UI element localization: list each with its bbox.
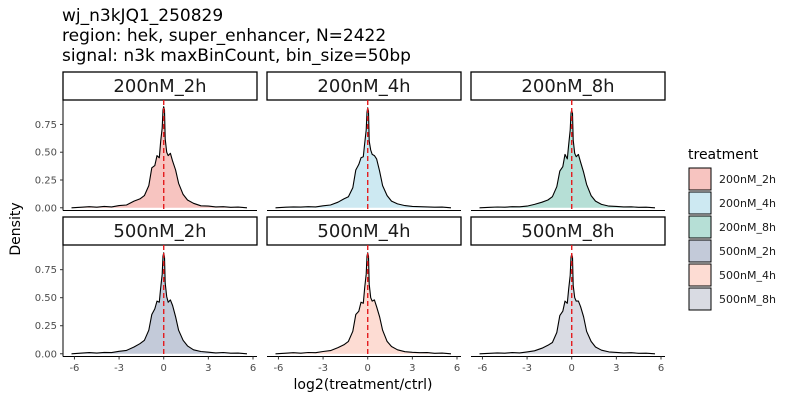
legend-swatch bbox=[688, 239, 712, 263]
facet-panel: 500nM_2h 0.00 0.25 0.50 0.75 -6 -3 0 3 6 bbox=[35, 216, 258, 374]
y-tick-label: 0.75 bbox=[35, 120, 57, 131]
legend-label: 500nM_4h bbox=[719, 269, 776, 282]
x-tick-label: 0 bbox=[569, 363, 575, 374]
strip-box bbox=[266, 71, 462, 101]
legend-title: treatment bbox=[688, 147, 759, 163]
strip-label: 500nM_2h bbox=[113, 221, 206, 242]
strip-box bbox=[62, 71, 258, 101]
x-tick-label: -6 bbox=[69, 363, 79, 374]
x-tick-label: 6 bbox=[454, 363, 460, 374]
legend-label: 200nM_2h bbox=[719, 173, 776, 186]
x-tick-label: -3 bbox=[522, 363, 532, 374]
x-tick-label: -6 bbox=[273, 363, 283, 374]
facet-panel: 500nM_8h -6 -3 0 3 6 bbox=[470, 216, 666, 374]
legend-label: 200nM_8h bbox=[719, 221, 776, 234]
strip-box bbox=[470, 216, 666, 246]
strip-box bbox=[470, 71, 666, 101]
x-tick-label: -3 bbox=[318, 363, 328, 374]
x-tick-label: 0 bbox=[161, 363, 167, 374]
legend-swatch bbox=[688, 287, 712, 311]
legend: treatment 200nM_2h 200nM_4h 200nM_8h 500nM_2… bbox=[688, 147, 776, 311]
title-line-1: wj_n3kJQ1_250829 bbox=[62, 6, 223, 26]
facet-panel: 200nM_8h bbox=[470, 71, 666, 211]
strip-label: 200nM_4h bbox=[317, 76, 410, 97]
x-tick-label: -3 bbox=[114, 363, 124, 374]
strip-box bbox=[266, 216, 462, 246]
facet-panels: 200nM_2h 0.00 0.25 0.50 0.75 200nM_4h 200nM_8h… bbox=[35, 71, 666, 374]
facet-panel: 500nM_4h -6 -3 0 3 6 bbox=[266, 216, 462, 374]
x-tick-label: 3 bbox=[409, 363, 415, 374]
x-tick-label: 6 bbox=[658, 363, 664, 374]
title-line-3: signal: n3k maxBinCount, bin_size=50bp bbox=[62, 46, 411, 66]
strip-label: 500nM_4h bbox=[317, 221, 410, 242]
strip-label: 500nM_8h bbox=[521, 221, 614, 242]
strip-label: 200nM_8h bbox=[521, 76, 614, 97]
density-area bbox=[71, 252, 247, 354]
y-tick-label: 0.50 bbox=[35, 148, 57, 159]
legend-swatch bbox=[688, 191, 712, 215]
density-area bbox=[71, 106, 247, 208]
legend-swatch bbox=[688, 263, 712, 287]
y-tick-label: 0.25 bbox=[35, 176, 57, 187]
facet-panel: 200nM_2h 0.00 0.25 0.50 0.75 bbox=[35, 71, 258, 214]
title-line-2: region: hek, super_enhancer, N=2422 bbox=[62, 26, 386, 46]
legend-swatch bbox=[688, 215, 712, 239]
density-area bbox=[479, 254, 655, 354]
y-tick-label: 0.50 bbox=[35, 293, 57, 304]
y-tick-label: 0.75 bbox=[35, 265, 57, 276]
x-tick-label: 6 bbox=[250, 363, 256, 374]
y-axis-title: Density bbox=[8, 202, 24, 255]
legend-label: 500nM_2h bbox=[719, 245, 776, 258]
density-area bbox=[275, 107, 451, 208]
legend-label: 200nM_4h bbox=[719, 197, 776, 210]
y-tick-label: 0.00 bbox=[35, 349, 57, 360]
y-tick-label: 0.25 bbox=[35, 321, 57, 332]
strip-box bbox=[62, 216, 258, 246]
x-tick-label: -6 bbox=[477, 363, 487, 374]
legend-swatch bbox=[688, 167, 712, 191]
strip-label: 200nM_2h bbox=[113, 76, 206, 97]
x-tick-label: 0 bbox=[365, 363, 371, 374]
facet-panel: 200nM_4h bbox=[266, 71, 462, 211]
y-tick-label: 0.00 bbox=[35, 203, 57, 214]
chart-title: wj_n3kJQ1_250829 region: hek, super_enha… bbox=[62, 6, 411, 66]
x-tick-label: 3 bbox=[613, 363, 619, 374]
x-axis-title: log2(treatment/ctrl) bbox=[294, 377, 433, 393]
legend-label: 500nM_8h bbox=[719, 293, 776, 306]
x-tick-label: 3 bbox=[205, 363, 211, 374]
